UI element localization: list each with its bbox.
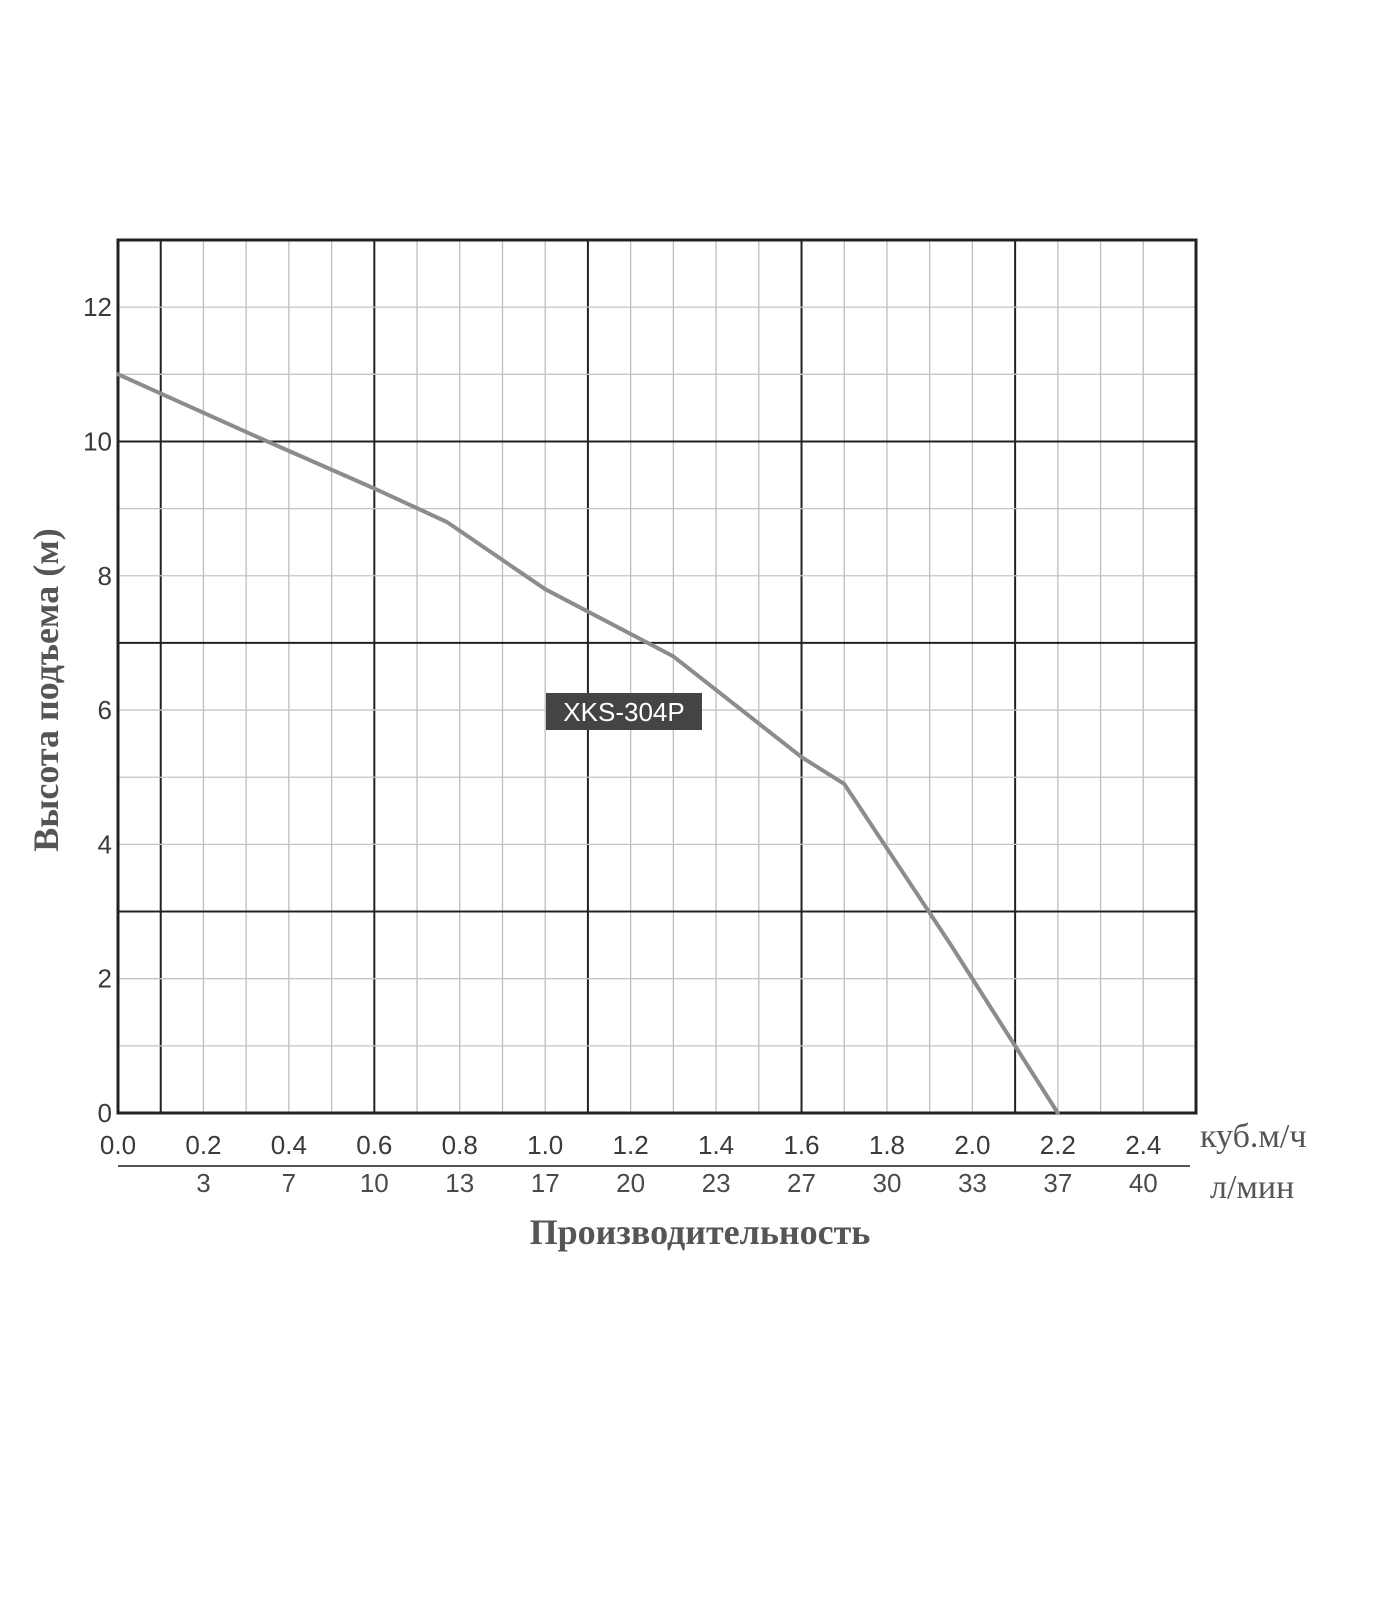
x-tick-label: 0.4 [271, 1130, 307, 1160]
y-tick-labels: 0 2 4 6 8 10 12 [83, 292, 112, 1128]
series-label: XKS-304P [563, 697, 684, 727]
x2-tick-label: 3 [196, 1168, 210, 1198]
x-unit-label: куб.м/ч [1200, 1118, 1306, 1155]
x2-tick-label: 37 [1043, 1168, 1072, 1198]
y-tick-label: 12 [83, 292, 112, 322]
plot-frame [116, 238, 1198, 1115]
x2-tick-label: 33 [958, 1168, 987, 1198]
x2-tick-label: 27 [787, 1168, 816, 1198]
x-tick-label: 2.2 [1040, 1130, 1076, 1160]
x-tick-label: 1.8 [869, 1130, 905, 1160]
x-tick-label: 2.4 [1125, 1130, 1161, 1160]
x-tick-labels: 0.0 0.2 0.4 0.6 0.8 1.0 1.2 1.4 1.6 1.8 2.0 2.2 2.4 [100, 1130, 1161, 1160]
y-axis-title: Высота подъема (м) [26, 528, 66, 851]
y-tick-label: 0 [98, 1098, 112, 1128]
x-tick-label: 2.0 [954, 1130, 990, 1160]
y-tick-label: 8 [98, 561, 112, 591]
x2-tick-label: 10 [360, 1168, 389, 1198]
x2-tick-label: 23 [702, 1168, 731, 1198]
x-tick-label: 0.8 [442, 1130, 478, 1160]
series-label-box: XKS-304P [546, 693, 702, 730]
series-line-0 [116, 372, 1060, 1115]
x2-unit-label: л/мин [1210, 1169, 1294, 1206]
x-tick-label: 0.2 [185, 1130, 221, 1160]
x2-tick-label: 30 [872, 1168, 901, 1198]
y-tick-label: 2 [98, 964, 112, 994]
x2-tick-label: 17 [531, 1168, 560, 1198]
x2-tick-label: 20 [616, 1168, 645, 1198]
x-tick-label: 0.6 [356, 1130, 392, 1160]
series-layer [116, 372, 1060, 1115]
x-tick-label: 1.0 [527, 1130, 563, 1160]
y-tick-label: 4 [98, 829, 112, 859]
x-axis-title: Производительность [530, 1212, 871, 1252]
y-tick-label: 6 [98, 695, 112, 725]
x-tick-label: 1.4 [698, 1130, 734, 1160]
x-tick-label: 0.0 [100, 1130, 136, 1160]
x2-tick-labels: 3 7 10 13 17 20 23 27 30 33 37 40 [196, 1168, 1158, 1198]
grid [118, 240, 1196, 1113]
x2-tick-label: 13 [445, 1168, 474, 1198]
x-tick-label: 1.2 [613, 1130, 649, 1160]
x2-tick-label: 7 [282, 1168, 296, 1198]
x2-tick-label: 40 [1129, 1168, 1158, 1198]
y-tick-label: 10 [83, 426, 112, 456]
x-tick-label: 1.6 [783, 1130, 819, 1160]
